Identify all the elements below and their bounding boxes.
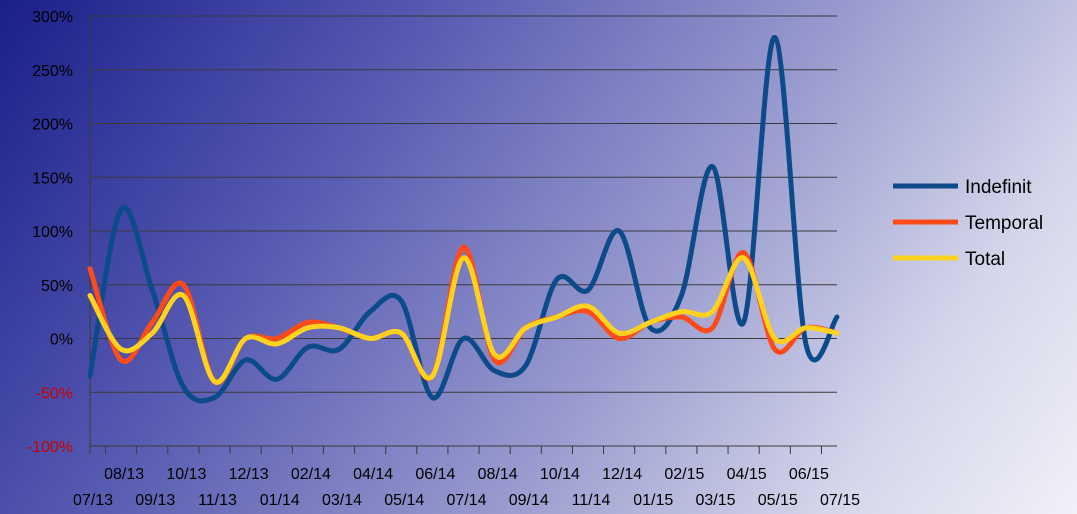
x-tick-label: 04/14	[353, 466, 393, 483]
x-tick-label: 05/14	[384, 492, 424, 509]
legend-label: Temporal	[965, 213, 1043, 234]
series-line-total	[87, 255, 840, 385]
x-tick-label: 02/15	[664, 466, 704, 483]
y-tick-label: 0%	[50, 332, 73, 349]
x-tick-label: 07/15	[820, 492, 860, 509]
x-tick-label: 04/15	[727, 466, 767, 483]
y-tick-label: 250%	[32, 63, 73, 80]
y-tick-label: 50%	[41, 278, 73, 295]
x-tick-label: 06/14	[415, 466, 455, 483]
y-tick-labels: 300% 250% 200% 150% 100% 50% 0% -50% -100%	[27, 9, 73, 456]
series-line-temporal	[87, 244, 840, 386]
y-tick-label: 300%	[32, 9, 73, 26]
y-tick-label: 150%	[32, 170, 73, 187]
x-tick-label: 07/14	[446, 492, 486, 509]
x-tick-label: 11/13	[198, 492, 237, 509]
y-tick-label: -100%	[27, 439, 73, 456]
legend-label: Total	[965, 249, 1005, 270]
x-tick-label: 10/14	[540, 466, 580, 483]
x-tick-label: 07/13	[73, 492, 113, 509]
axes	[89, 16, 837, 454]
x-tick-label: 08/14	[478, 466, 518, 483]
x-tick-label: 11/14	[572, 492, 611, 509]
x-tick-label: 03/15	[695, 492, 735, 509]
x-tick-label: 06/15	[789, 466, 829, 483]
x-tick-label: 09/13	[135, 492, 175, 509]
x-tick-label: 02/14	[291, 466, 331, 483]
y-tick-label: -50%	[36, 385, 73, 402]
x-tick-label: 12/13	[229, 466, 269, 483]
x-tick-label: 01/14	[260, 492, 300, 509]
x-tick-label: 03/14	[322, 492, 362, 509]
y-tick-label: 200%	[32, 117, 73, 134]
series-lines	[87, 34, 840, 404]
y-tick-label: 100%	[32, 224, 73, 241]
legend: Indefinit Temporal Total	[893, 177, 1043, 270]
x-tick-label: 05/15	[758, 492, 798, 509]
x-tick-label: 12/14	[602, 466, 642, 483]
x-tick-label: 08/13	[104, 466, 144, 483]
x-tick-labels: 07/13 08/13 09/13 10/13 11/13 12/13 01/14 02/14…	[73, 466, 860, 509]
series-line-indefinit	[87, 34, 840, 404]
legend-label: Indefinit	[965, 177, 1032, 198]
x-tick-label: 10/13	[166, 466, 206, 483]
x-tick-label: 01/15	[633, 492, 673, 509]
x-tick-label: 09/14	[509, 492, 549, 509]
